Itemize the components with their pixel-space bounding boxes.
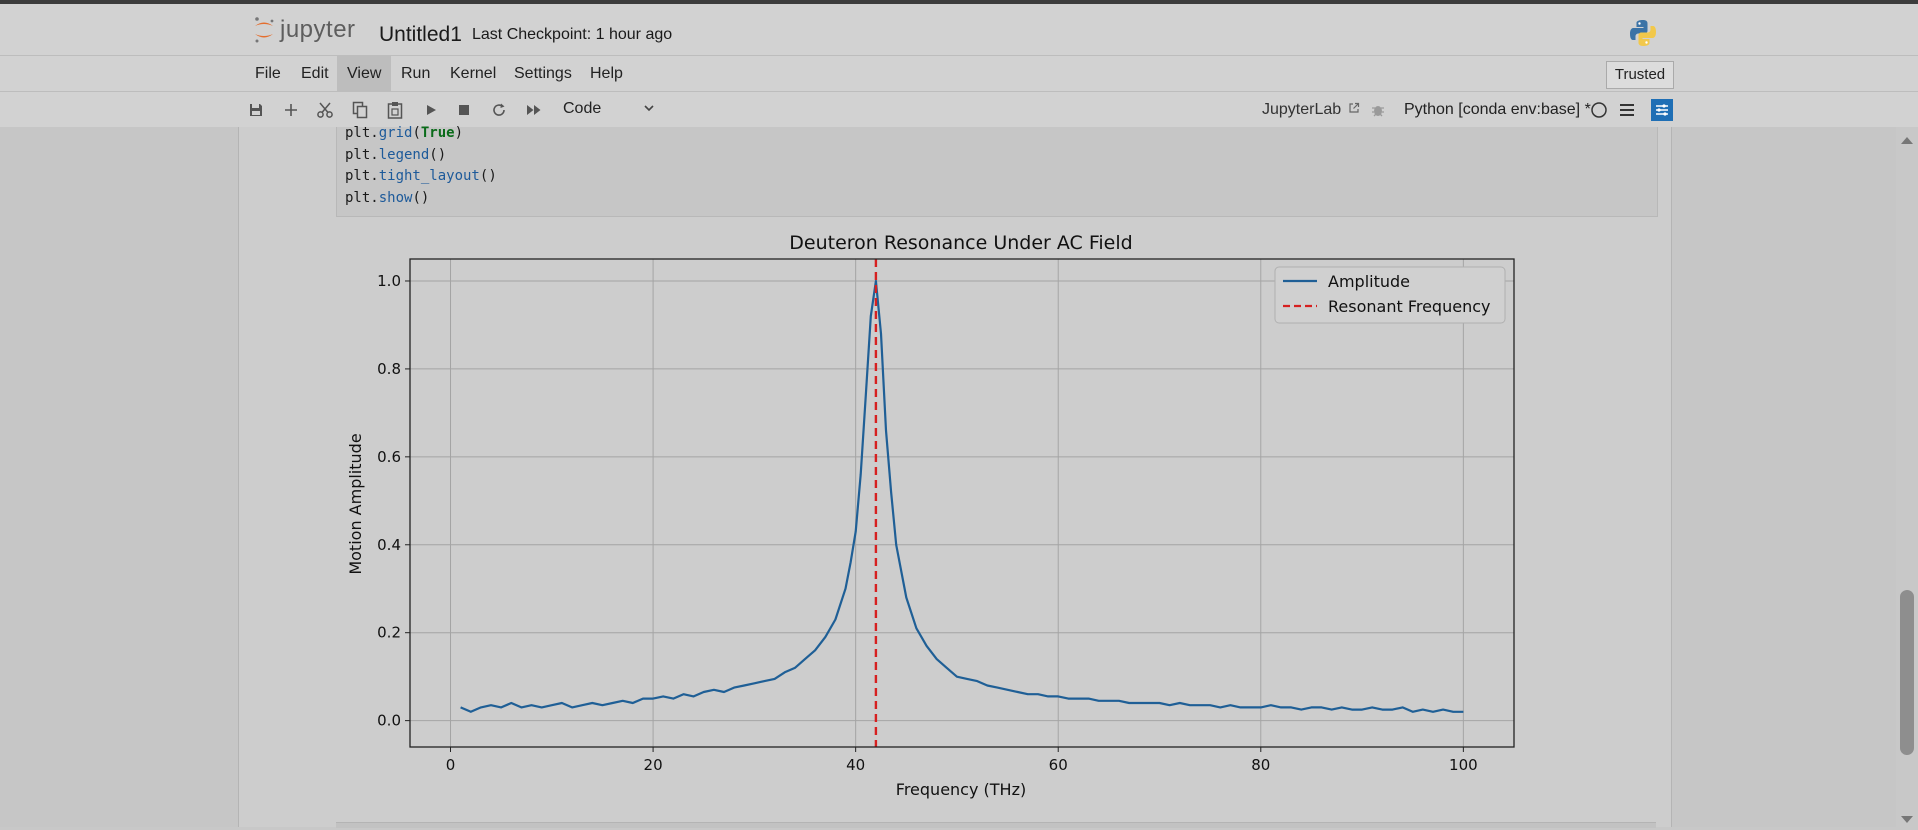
- scrollbar-thumb[interactable]: [1900, 590, 1914, 755]
- restart-icon[interactable]: [489, 100, 509, 120]
- x-axis-label: Frequency (THz): [896, 780, 1026, 799]
- y-tick-label: 0.8: [377, 360, 401, 378]
- next-cell-edge: [336, 822, 1656, 828]
- property-inspector-icon[interactable]: [1651, 99, 1673, 121]
- menu-edit[interactable]: Edit: [301, 65, 329, 82]
- menu-run[interactable]: Run: [401, 65, 431, 82]
- jupyter-logo-text: jupyter: [280, 16, 356, 43]
- window-top-border: [0, 0, 1918, 4]
- y-axis-label: Motion Amplitude: [346, 433, 365, 574]
- code-line: plt.tight_layout(): [345, 168, 497, 184]
- jupyterlab-link-label: JupyterLab: [1262, 101, 1342, 118]
- plot-frame: [409, 258, 1515, 748]
- notebook-toolbar: Code JupyterLab Python [conda env:base] …: [0, 91, 1918, 129]
- trusted-indicator[interactable]: Trusted: [1606, 61, 1674, 89]
- external-link-icon: [1349, 102, 1359, 113]
- legend-amplitude-label: Amplitude: [1328, 272, 1410, 291]
- x-tick-label: 100: [1449, 756, 1478, 774]
- table-of-contents-icon[interactable]: [1617, 100, 1637, 120]
- x-tick-label: 60: [1049, 756, 1068, 774]
- amplitude-line: [460, 279, 1464, 713]
- kernel-name[interactable]: Python [conda env:base] *: [1404, 101, 1591, 118]
- y-tick-label: 0.2: [377, 624, 401, 642]
- menu-view[interactable]: View: [337, 56, 392, 92]
- y-tick-label: 0.0: [377, 712, 401, 730]
- notebook-panel: [238, 127, 1672, 827]
- menu-bar: File Edit View Run Kernel Settings Help …: [0, 55, 1918, 92]
- y-tick-label: 1.0: [377, 272, 401, 290]
- chart-title: Deuteron Resonance Under AC Field: [789, 232, 1132, 254]
- x-tick-label: 0: [446, 756, 456, 774]
- notebook-title[interactable]: Untitled1: [379, 23, 462, 46]
- fast-forward-icon[interactable]: [524, 100, 544, 120]
- debugger-bug-icon[interactable]: [1368, 100, 1388, 120]
- menu-kernel[interactable]: Kernel: [450, 65, 497, 82]
- add-icon[interactable]: [281, 100, 301, 120]
- kernel-status-idle-icon: [1589, 100, 1609, 120]
- run-icon[interactable]: [421, 100, 441, 120]
- jupyter-logo[interactable]: jupyter: [252, 14, 356, 46]
- y-tick-label: 0.4: [377, 536, 401, 554]
- code-line: plt.legend(): [345, 147, 447, 163]
- python-logo-icon: [1628, 18, 1658, 53]
- x-tick-label: 20: [644, 756, 663, 774]
- chevron-down-icon[interactable]: [643, 101, 655, 119]
- cut-icon[interactable]: [315, 100, 335, 120]
- legend-resonant-label: Resonant Frequency: [1328, 297, 1490, 316]
- menu-help[interactable]: Help: [590, 65, 623, 82]
- copy-icon[interactable]: [350, 100, 370, 120]
- notebook-header: jupyter Untitled1 Last Checkpoint: 1 hou…: [0, 4, 1918, 55]
- code-line: plt.grid(True): [345, 125, 464, 141]
- open-jupyterlab-link[interactable]: JupyterLab: [1262, 101, 1360, 119]
- stop-icon[interactable]: [454, 100, 474, 120]
- menu-settings[interactable]: Settings: [514, 65, 572, 82]
- cell-type-select[interactable]: Code: [563, 100, 602, 117]
- legend-box: [1274, 266, 1506, 324]
- paste-icon[interactable]: [385, 100, 405, 120]
- scroll-down-icon[interactable]: [1900, 812, 1914, 830]
- menu-file[interactable]: File: [255, 65, 281, 82]
- x-tick-label: 40: [846, 756, 865, 774]
- x-tick-label: 80: [1251, 756, 1270, 774]
- last-checkpoint: Last Checkpoint: 1 hour ago: [472, 26, 673, 43]
- save-icon[interactable]: [246, 100, 266, 120]
- scroll-up-icon[interactable]: [1900, 132, 1914, 150]
- code-line: plt.show(): [345, 190, 430, 206]
- y-tick-label: 0.6: [377, 448, 401, 466]
- jupyter-logo-icon: [255, 17, 274, 43]
- code-cell-input[interactable]: plt.grid(True) plt.legend() plt.tight_la…: [336, 125, 1658, 217]
- chart-legend: Amplitude Resonant Frequency: [1274, 266, 1506, 324]
